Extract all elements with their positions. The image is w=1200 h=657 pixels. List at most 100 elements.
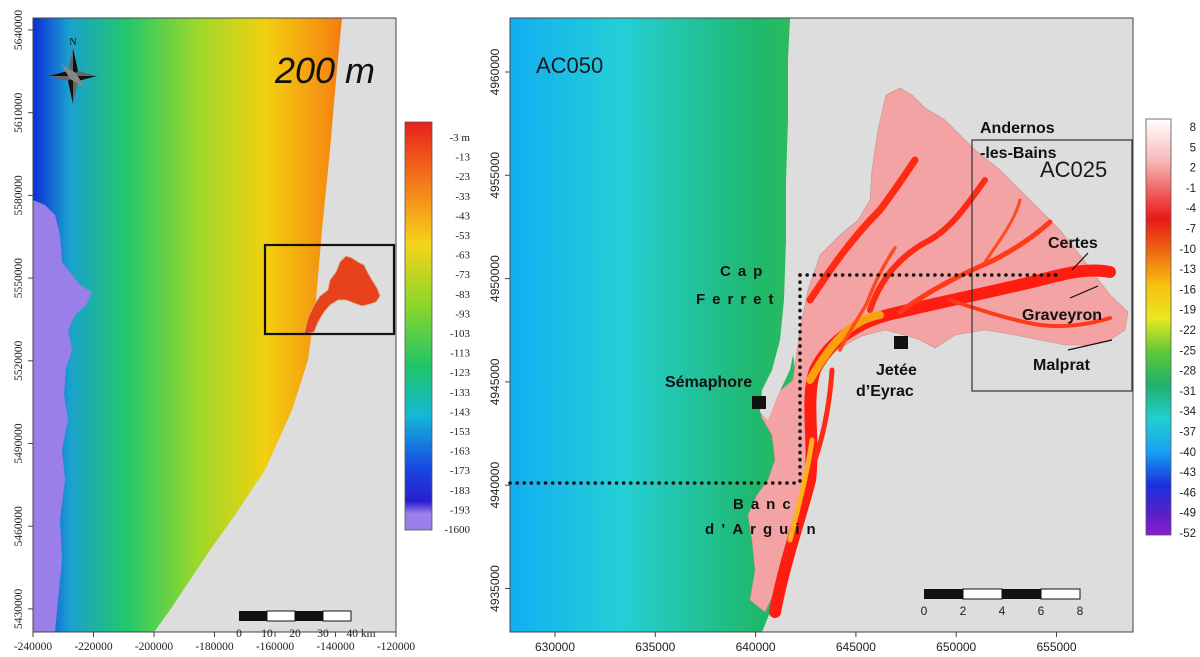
left-y-tick-label: 5610000 — [13, 92, 25, 133]
right-scale-label: 0 — [921, 604, 928, 618]
right-y-tick-label: 4955000 — [488, 152, 502, 199]
left-deep-ocean — [33, 200, 92, 632]
left-x-tick-label: -220000 — [74, 641, 113, 653]
right-colorbar-label: 2 — [1190, 163, 1196, 175]
left-x-axis: -240000 -220000 -200000 -180000 -160000 -1400… — [14, 632, 416, 653]
label-banc: Banc — [733, 496, 798, 513]
right-x-tick-label: 645000 — [836, 640, 876, 654]
right-colorbar-label: -19 — [1179, 305, 1196, 317]
left-y-tick-label: 5460000 — [13, 506, 25, 547]
right-scale-label: 6 — [1038, 604, 1045, 618]
left-inset-box — [263, 243, 396, 336]
left-y-tick-label: 5550000 — [13, 258, 25, 299]
left-colorbar-label: -173 — [450, 465, 471, 477]
left-colorbar-label: -23 — [455, 171, 470, 183]
semaphore-marker — [752, 396, 766, 409]
left-colorbar-label: -93 — [455, 308, 470, 320]
right-y-axis: 4960000 4955000 4950000 4945000 4940000 49350… — [488, 48, 510, 612]
label-ferret: Ferret — [696, 291, 781, 308]
right-x-tick-label: 650000 — [936, 640, 976, 654]
left-y-tick-label: 5640000 — [13, 10, 25, 51]
left-x-tick-label: -180000 — [195, 641, 234, 653]
left-colorbar-label: -153 — [450, 426, 471, 438]
left-x-tick-label: -140000 — [316, 641, 355, 653]
left-scale-bar — [239, 610, 352, 622]
label-cap: Cap — [720, 263, 769, 280]
right-frame — [509, 17, 1134, 633]
right-colorbar-label: -1 — [1186, 183, 1196, 195]
left-colorbar-label: -63 — [455, 250, 470, 262]
left-colorbar — [404, 121, 433, 531]
right-lagoon — [747, 87, 1129, 613]
left-colorbar-label: -133 — [450, 387, 471, 399]
right-x-tick-label: 635000 — [635, 640, 675, 654]
right-colorbar-label: 8 — [1190, 122, 1196, 134]
right-scale-label: 4 — [999, 604, 1006, 618]
ac050-label: AC050 — [536, 53, 603, 78]
right-colorbar-label: -25 — [1179, 345, 1196, 357]
label-semaphore: Sémaphore — [665, 374, 752, 391]
right-colorbar-labels: 8 5 2 -1 -4 -7 -10 -13 -16 -19 -22 -25 -28 -31 -34 -37 -… — [1179, 122, 1196, 540]
right-y-tick-label: 4945000 — [488, 358, 502, 405]
ac025-box — [971, 139, 1133, 392]
right-x-axis: 630000 635000 640000 645000 650000 655000 — [535, 632, 1077, 654]
left-colorbar-label: -123 — [450, 367, 471, 379]
right-scale-bar — [924, 588, 1081, 600]
right-y-tick-label: 4935000 — [488, 565, 502, 612]
label-graveyron: Graveyron — [1022, 307, 1102, 324]
left-y-tick-label: 5520000 — [13, 340, 25, 381]
right-x-tick-label: 655000 — [1036, 640, 1076, 654]
left-lagoon — [303, 255, 381, 335]
right-colorbar-label: -4 — [1186, 203, 1197, 215]
left-colorbar-label: -53 — [455, 230, 470, 242]
left-title: 200 m — [274, 50, 375, 91]
right-colorbar-label: -43 — [1179, 467, 1196, 479]
jetee-marker — [894, 336, 908, 349]
right-colorbar-label: -10 — [1179, 244, 1196, 256]
left-x-tick-label: -240000 — [14, 641, 53, 653]
left-scale-labels: 0 10 20 30 40 km — [236, 628, 375, 640]
right-colorbar-label: -28 — [1179, 366, 1196, 378]
right-scale-labels: 0 2 4 6 8 — [921, 604, 1084, 618]
right-colorbar-label: -37 — [1179, 427, 1196, 439]
right-colorbar-label: -7 — [1186, 224, 1196, 236]
right-colorbar-label: -40 — [1179, 447, 1196, 459]
left-land — [154, 18, 396, 632]
left-colorbar-label: -3 m — [450, 132, 471, 144]
left-scale-label: 30 — [317, 628, 329, 640]
label-andernos-1: Andernos — [980, 120, 1055, 137]
right-y-tick-label: 4960000 — [488, 48, 502, 95]
label-malprat: Malprat — [1033, 357, 1091, 374]
left-map — [33, 18, 396, 632]
right-colorbar — [1145, 118, 1172, 536]
left-colorbar-label: -193 — [450, 504, 471, 516]
left-colorbar-label: -113 — [450, 348, 470, 360]
left-colorbar-label: -103 — [450, 328, 471, 340]
left-x-tick-label: -160000 — [256, 641, 295, 653]
left-y-tick-label: 5430000 — [13, 589, 25, 630]
right-colorbar-label: -34 — [1179, 406, 1196, 418]
label-jetee-1: Jetée — [876, 362, 917, 379]
left-colorbar-label: -13 — [455, 152, 470, 164]
left-y-tick-label: 5490000 — [13, 423, 25, 464]
dotted-boundary — [508, 273, 1064, 485]
right-colorbar-label: 5 — [1190, 142, 1196, 154]
right-scale-label: 8 — [1077, 604, 1084, 618]
left-scale-label: 10 — [261, 628, 273, 640]
left-colorbar-label: -163 — [450, 446, 471, 458]
left-colorbar-label: -183 — [450, 485, 471, 497]
right-colorbar-label: -52 — [1179, 528, 1196, 540]
right-x-tick-label: 640000 — [736, 640, 776, 654]
label-arguin: d’Arguin — [705, 521, 823, 538]
left-colorbar-labels: -3 m -13 -23 -33 -43 -53 -63 -73 -83 -93 -103 -113 -… — [444, 132, 470, 536]
left-x-tick-label: -120000 — [377, 641, 416, 653]
left-colorbar-label: -73 — [455, 269, 470, 281]
right-y-tick-label: 4940000 — [488, 462, 502, 509]
label-jetee-2: d’Eyrac — [856, 383, 914, 400]
left-scale-label: 0 — [236, 628, 242, 640]
cap-ferret-spit — [760, 240, 796, 420]
left-colorbar-label: -33 — [455, 191, 470, 203]
left-x-tick-label: -200000 — [135, 641, 174, 653]
right-colorbar-label: -22 — [1179, 325, 1196, 337]
